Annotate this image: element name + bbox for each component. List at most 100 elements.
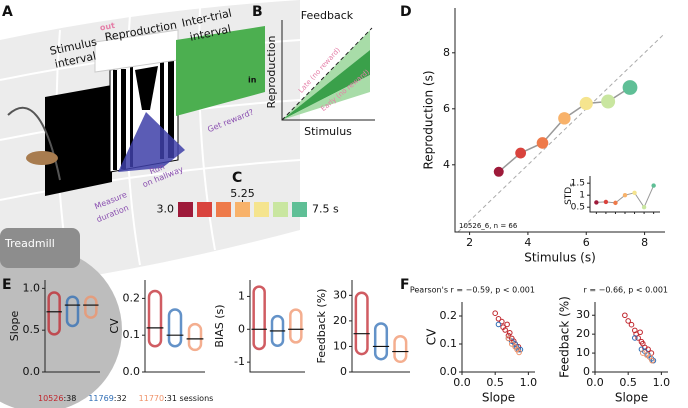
point [506,330,513,336]
b-title: Feedback [301,9,354,22]
legend-count: :31 sessions [164,394,213,403]
axes [249,280,305,373]
hallway-stripes [113,60,174,170]
point [512,341,518,347]
chart-title: r = −0.66, p < 0.001 [584,286,668,295]
legend-name: 10526 [38,394,63,403]
y-tick-label: 1 [238,289,245,302]
legend-count: :38 [63,394,76,403]
panel-a: out in Stimulus interval Reproduction In… [0,0,301,408]
y-tick-label: 4 [443,158,450,171]
x-tick-label: 0.5 [619,376,637,389]
point [649,357,655,364]
spread [354,291,369,356]
inset-bg [560,170,666,228]
mean-point [622,193,628,198]
panel-b: Feedback Stimulus Reproduction Late (no … [265,9,375,138]
point [622,312,628,319]
spread [47,291,61,336]
color-swatch [273,202,288,217]
treadmill-label: Treadmill [4,237,55,250]
point [504,321,510,328]
y-tick-label: 10 [333,339,347,352]
point [495,321,502,328]
y-axis-label: BIAS (s) [213,304,226,347]
y-tick-label: 1 [579,191,585,201]
point [635,335,641,341]
y-axis-label: CV [425,328,439,345]
colorbar-label: 3.0 [157,203,175,216]
y-tick-label: 8 [443,46,450,59]
screen-iti [176,26,265,116]
mean-point [536,137,549,149]
y-axis-label: CV [108,318,121,334]
y-tick-label: 0.5 [23,323,41,336]
mean-point [515,147,527,159]
y-axis-label: Feedback (%) [315,289,328,364]
mean-point [651,183,656,188]
y-tick-label: 20 [333,314,347,327]
floor [118,112,185,172]
point [628,321,635,328]
mean-point [613,200,618,206]
reward-zone [282,50,370,120]
x-tick-label: 2 [466,236,473,249]
y-tick-label: 6 [443,102,450,115]
in-label: in [248,76,257,85]
mean-point [558,112,571,125]
axes [461,302,535,373]
y-axis-label: Slope [8,311,21,342]
y-tick-label: 0.2 [440,309,458,322]
mean-point [641,205,647,210]
axes [589,176,660,213]
legend-count: :32 [114,394,127,403]
ball [0,248,122,408]
axes [281,20,375,121]
y-tick-label: 0 [238,322,245,335]
y-axis-label: Reproduction (s) [422,70,436,169]
b-xlabel: Stimulus [304,125,352,138]
spread [167,308,183,348]
y-tick-label: -1 [234,355,245,368]
color-swatch [197,202,212,217]
identity [281,27,373,121]
y-tick-label: 0.0 [440,365,458,378]
legend-name: 11769 [88,394,113,403]
identity-line [457,32,666,233]
x-tick-label: 4 [524,236,531,249]
y-tick-label: 0.1 [123,328,141,341]
annotation: 10526_6, n = 66 [459,222,518,230]
panel-label: E [2,277,12,293]
x-tick-label: 1.0 [653,376,671,389]
y-tick-label: 10 [576,346,590,359]
b-ylabel: Reproduction [265,35,278,108]
point [508,338,515,345]
panel-label: B [252,4,263,20]
point [505,332,512,339]
y-tick-label: 0.1 [440,337,458,350]
y-tick-label: 0.5 [571,203,585,213]
spread [65,295,80,328]
point [492,310,498,317]
y-axis-label: Feedback (%) [558,296,572,378]
x-tick-label: 8 [641,236,648,249]
color-swatch [292,202,307,217]
point [516,349,522,356]
point [632,335,638,341]
color-swatch [254,202,269,217]
legend-entry: 11770:31 sessions [139,394,214,403]
panel-label: A [2,4,13,20]
legend-name: 11770 [139,394,164,403]
y-tick-label: 30 [333,288,347,301]
legend: 10526:38 11769:32 11770:31 sessions [38,394,213,403]
y-tick-label: 20 [576,327,590,340]
panel-label: C [232,170,242,186]
x-tick-label: 0.0 [586,376,604,389]
point [505,335,512,342]
x-tick-label: 6 [583,236,590,249]
colorbar-label: 5.25 [230,187,255,200]
point [508,341,515,347]
point [646,354,653,360]
x-axis-label: Slope [615,391,648,405]
